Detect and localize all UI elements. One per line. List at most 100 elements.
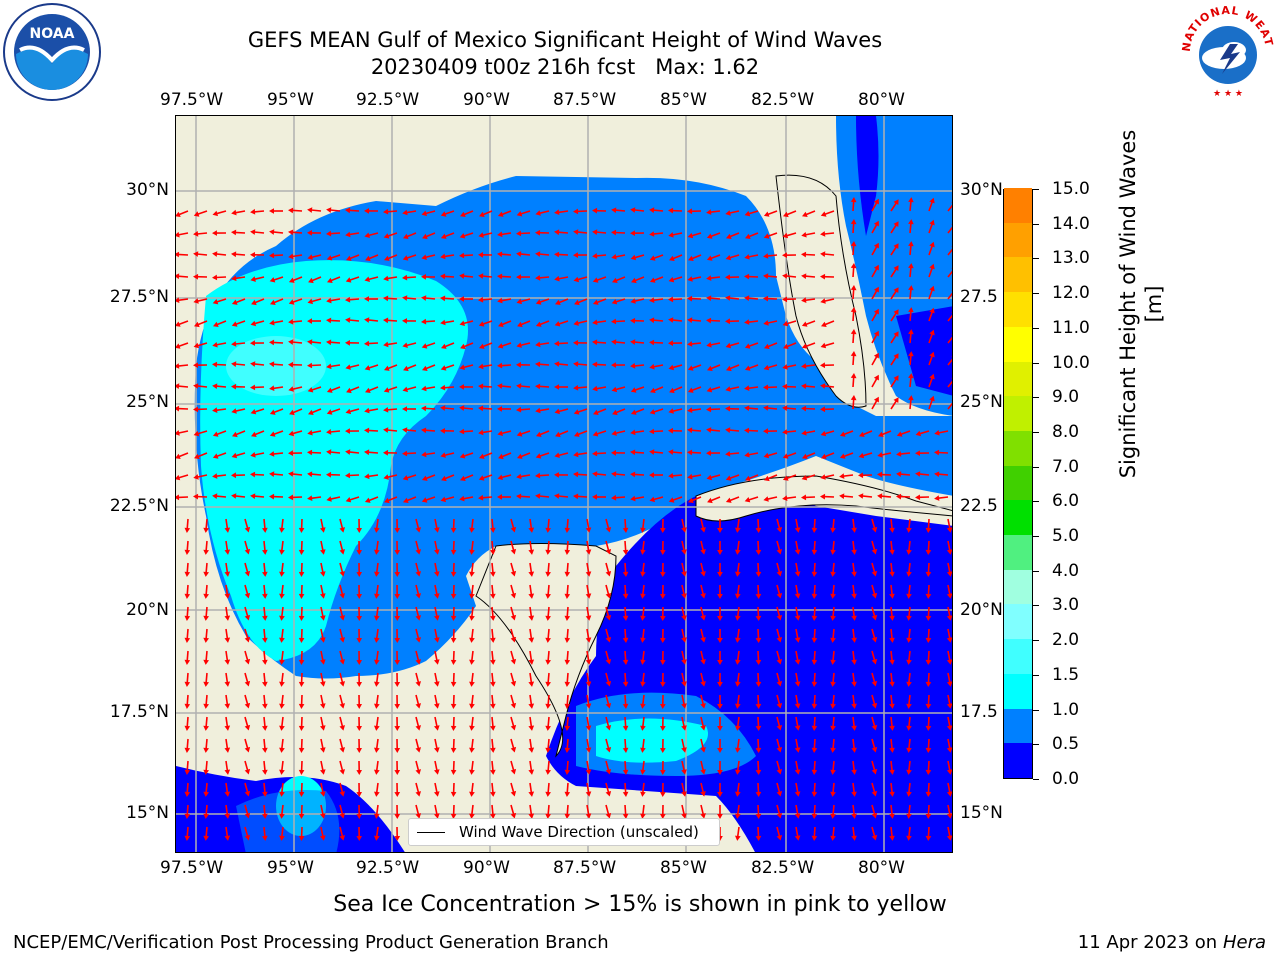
- wind-arrow: [434, 628, 438, 639]
- wind-arrow-head: [605, 615, 612, 621]
- wind-arrow: [216, 430, 227, 436]
- wind-arrow-head: [402, 450, 408, 457]
- wind-arrow: [909, 376, 912, 388]
- wind-arrow: [491, 738, 494, 750]
- wind-arrow-head: [193, 362, 198, 368]
- wind-arrow-head: [510, 768, 517, 775]
- wind-arrow-head: [640, 725, 646, 731]
- wind-arrow-head: [440, 384, 446, 391]
- wind-arrow-head: [279, 703, 285, 709]
- wind-arrow-head: [298, 571, 305, 577]
- wind-arrow-head: [925, 681, 932, 687]
- lat-label: 25°N: [126, 392, 169, 412]
- wind-arrow: [862, 430, 873, 436]
- wind-arrow-head: [535, 472, 541, 479]
- wind-arrow: [547, 650, 550, 662]
- wind-arrow-head: [573, 493, 579, 500]
- wind-arrow: [805, 452, 816, 458]
- wind-arrow-head: [497, 430, 503, 436]
- wind-arrow: [813, 540, 816, 552]
- wind-arrow: [813, 760, 816, 772]
- wind-arrow: [747, 429, 759, 432]
- wind-arrow: [434, 562, 438, 573]
- wind-arrow-head: [893, 331, 899, 337]
- wind-arrow: [547, 518, 550, 530]
- wind-arrow-head: [630, 449, 636, 456]
- wind-arrow-head: [574, 431, 580, 437]
- wind-arrow: [244, 540, 249, 551]
- wind-arrow: [281, 650, 284, 661]
- wind-arrow: [482, 232, 493, 237]
- wind-arrow: [558, 320, 569, 325]
- wind-arrow-head: [764, 343, 770, 349]
- wind-arrow: [576, 495, 588, 498]
- wind-arrow-head: [585, 637, 592, 643]
- wind-arrow: [349, 496, 360, 501]
- wind-arrow-head: [269, 208, 274, 214]
- wind-arrow-head: [231, 341, 237, 347]
- wind-arrow-head: [707, 497, 713, 504]
- wind-arrow-head: [193, 493, 199, 500]
- wind-arrow-head: [279, 813, 285, 819]
- wind-arrow: [311, 430, 322, 434]
- lon-label: 97.5°W: [160, 858, 224, 878]
- wind-arrow: [482, 210, 493, 216]
- wind-arrow-head: [889, 703, 895, 709]
- wind-arrow: [634, 276, 645, 282]
- wind-arrow-head: [364, 276, 370, 282]
- wind-arrow: [928, 223, 934, 234]
- wind-arrow-head: [801, 232, 807, 238]
- wind-arrow: [900, 452, 911, 455]
- wind-arrow-head: [906, 659, 912, 665]
- wind-arrow-head: [622, 747, 629, 753]
- colorbar-segment: [1004, 395, 1032, 431]
- wind-arrow: [919, 473, 930, 476]
- wind-arrow-head: [592, 299, 599, 305]
- wind-arrow-head: [356, 616, 362, 621]
- wind-arrow-head: [776, 637, 783, 643]
- wind-arrow: [547, 782, 550, 794]
- wind-arrow-head: [307, 429, 313, 436]
- wind-arrow-head: [611, 299, 618, 305]
- wind-arrow: [178, 342, 189, 348]
- wind-arrow: [348, 209, 360, 212]
- wind-arrow-head: [592, 494, 597, 500]
- wind-arrow: [375, 606, 379, 618]
- wind-arrow: [510, 782, 515, 793]
- wind-arrow-head: [782, 429, 788, 435]
- wind-arrow-head: [585, 549, 592, 555]
- wind-arrow: [653, 232, 664, 235]
- wind-arrow-head: [830, 769, 836, 775]
- wind-arrow: [805, 364, 816, 367]
- wind-arrow: [406, 496, 417, 502]
- wind-arrow: [947, 628, 951, 639]
- wind-arrow-head: [782, 296, 788, 303]
- wind-arrow: [225, 562, 229, 574]
- wind-arrow: [852, 760, 855, 771]
- wind-arrow-head: [830, 571, 836, 577]
- wind-arrow: [908, 738, 911, 749]
- wind-arrow-head: [213, 321, 219, 327]
- wind-arrow-head: [717, 528, 723, 533]
- wind-arrow-head: [298, 659, 305, 665]
- wind-arrow: [225, 738, 229, 750]
- wind-arrow: [729, 386, 740, 390]
- wind-arrow-head: [908, 219, 914, 225]
- wind-arrow: [510, 738, 515, 749]
- wind-arrow: [927, 804, 930, 816]
- wind-arrow-head: [573, 451, 579, 458]
- wind-arrow-head: [203, 615, 209, 621]
- wind-arrow-head: [478, 232, 484, 238]
- wind-arrow-head: [450, 527, 457, 533]
- wind-arrow-head: [212, 251, 218, 257]
- wind-arrow: [947, 562, 951, 573]
- wind-arrow-head: [279, 769, 285, 775]
- wind-arrow-head: [231, 299, 238, 305]
- wind-arrow-head: [951, 333, 952, 335]
- wind-arrow-head: [745, 475, 751, 481]
- wind-arrow-head: [889, 571, 895, 577]
- wind-arrow-head: [700, 747, 706, 753]
- wind-arrow: [281, 540, 284, 551]
- wind-arrow-head: [421, 210, 427, 217]
- wind-arrow: [281, 584, 284, 595]
